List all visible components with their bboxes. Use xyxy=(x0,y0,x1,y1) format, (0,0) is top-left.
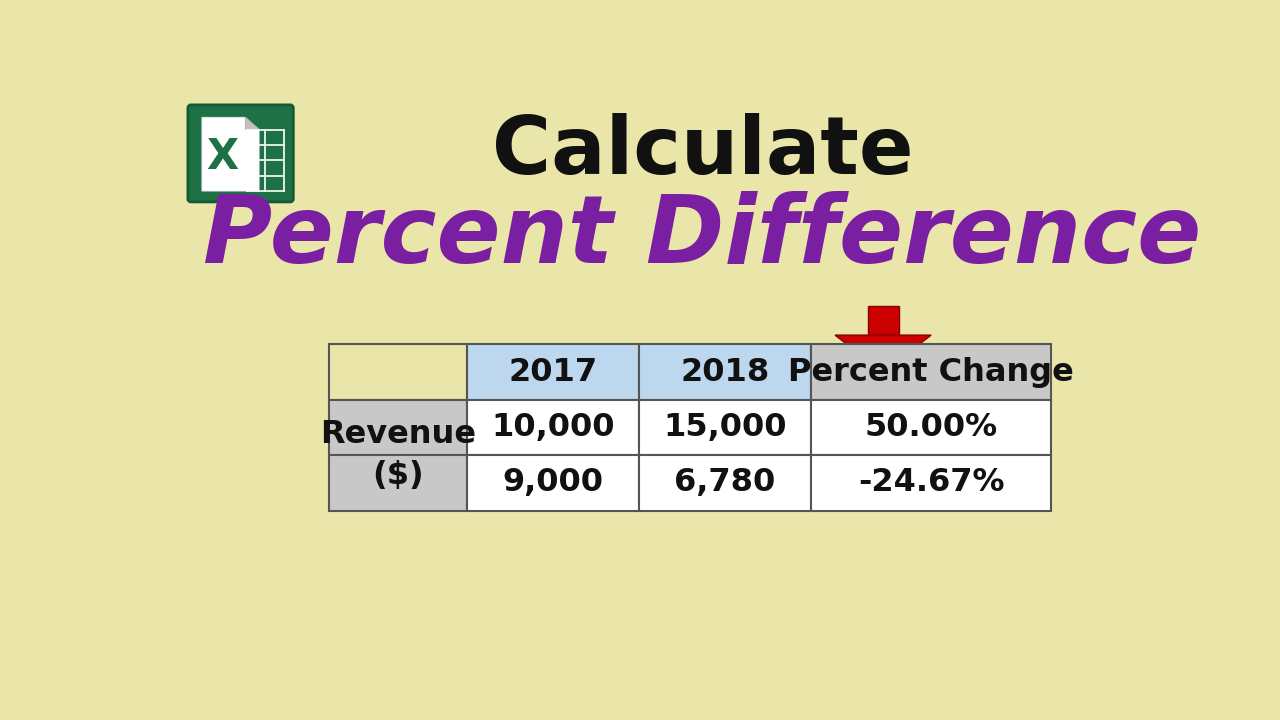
Text: 15,000: 15,000 xyxy=(663,412,787,443)
Polygon shape xyxy=(835,335,931,372)
Text: Percent Change: Percent Change xyxy=(788,356,1074,387)
Polygon shape xyxy=(246,117,259,130)
FancyBboxPatch shape xyxy=(467,344,639,400)
Text: 6,780: 6,780 xyxy=(675,467,776,498)
FancyBboxPatch shape xyxy=(868,306,899,335)
Text: 9,000: 9,000 xyxy=(503,467,603,498)
Text: 10,000: 10,000 xyxy=(492,412,614,443)
Polygon shape xyxy=(202,117,259,191)
FancyBboxPatch shape xyxy=(329,344,467,400)
FancyBboxPatch shape xyxy=(639,344,812,400)
Text: 50.00%: 50.00% xyxy=(864,412,997,443)
Text: X: X xyxy=(206,136,238,179)
FancyBboxPatch shape xyxy=(467,455,639,510)
Text: Revenue
($): Revenue ($) xyxy=(320,420,476,491)
FancyBboxPatch shape xyxy=(329,400,467,455)
Text: Percent Difference: Percent Difference xyxy=(204,191,1202,282)
Text: 2017: 2017 xyxy=(508,356,598,387)
FancyBboxPatch shape xyxy=(812,455,1051,510)
FancyBboxPatch shape xyxy=(812,344,1051,400)
Text: Calculate: Calculate xyxy=(492,113,913,191)
FancyBboxPatch shape xyxy=(639,455,812,510)
FancyBboxPatch shape xyxy=(812,400,1051,455)
FancyBboxPatch shape xyxy=(188,105,293,202)
Text: -24.67%: -24.67% xyxy=(858,467,1005,498)
FancyBboxPatch shape xyxy=(639,400,812,455)
FancyBboxPatch shape xyxy=(467,400,639,455)
FancyBboxPatch shape xyxy=(329,455,467,510)
Text: 2018: 2018 xyxy=(681,356,769,387)
